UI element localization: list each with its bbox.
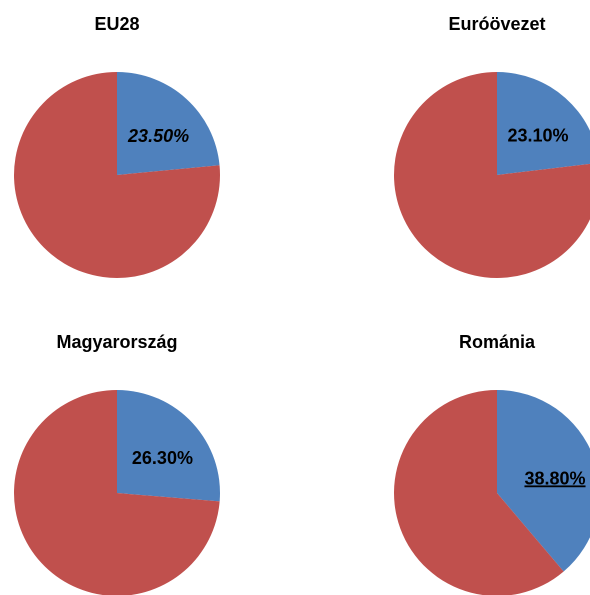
pie-slice (117, 72, 220, 175)
pie-slice (394, 72, 590, 278)
data-label: 23.50% (127, 126, 189, 146)
pie-slice (497, 390, 590, 572)
data-label: 23.10% (507, 126, 568, 146)
chart-title: Románia (459, 332, 536, 352)
chart-title: EU28 (94, 14, 139, 34)
pie-slice (497, 72, 590, 175)
chart-title: Magyarország (56, 332, 177, 352)
pie-slice (14, 72, 220, 278)
data-label: 26.30% (132, 448, 193, 468)
pie-slice (394, 390, 564, 595)
data-label: 38.80% (524, 468, 585, 488)
pie-slice (14, 390, 220, 595)
pie-slice (117, 390, 220, 502)
chart-title: Euróövezet (448, 14, 545, 34)
